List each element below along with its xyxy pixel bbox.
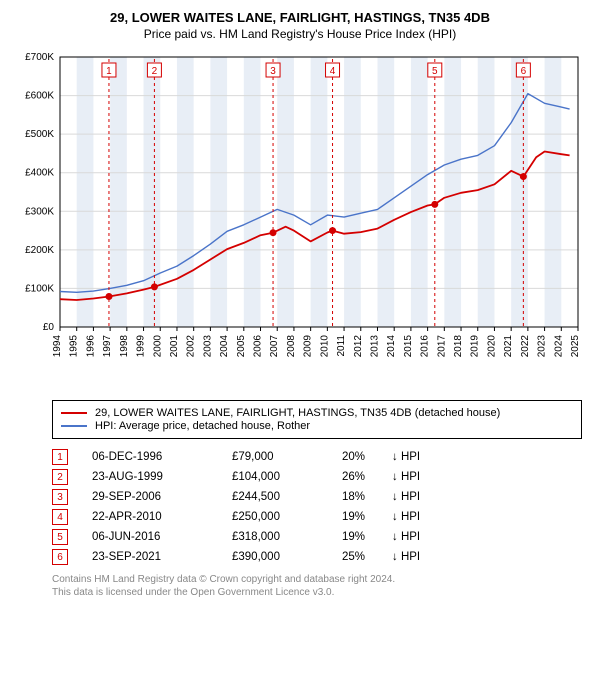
svg-text:2008: 2008 [286, 335, 297, 358]
svg-text:6: 6 [521, 66, 527, 77]
svg-text:2014: 2014 [386, 335, 397, 358]
sale-date: 23-SEP-2021 [92, 551, 232, 563]
svg-text:2000: 2000 [152, 335, 163, 358]
sales-row: 1 06-DEC-1996£79,00020%↓ HPI [52, 447, 582, 467]
svg-text:2003: 2003 [202, 335, 213, 358]
sale-index-box: 2 [52, 469, 68, 485]
svg-text:2015: 2015 [403, 335, 414, 358]
svg-text:2005: 2005 [236, 335, 247, 358]
footnote-line1: Contains HM Land Registry data © Crown c… [52, 573, 582, 586]
sale-index-box: 5 [52, 529, 68, 545]
legend-label: 29, LOWER WAITES LANE, FAIRLIGHT, HASTIN… [95, 407, 500, 419]
svg-text:2019: 2019 [470, 335, 481, 358]
sale-pct: 18% [342, 491, 392, 503]
sale-price: £390,000 [232, 551, 342, 563]
svg-text:£600K: £600K [25, 91, 54, 102]
svg-text:2023: 2023 [537, 335, 548, 358]
svg-text:2022: 2022 [520, 335, 531, 358]
svg-text:5: 5 [432, 66, 438, 77]
svg-text:2020: 2020 [486, 335, 497, 358]
svg-text:2012: 2012 [353, 335, 364, 358]
sales-row: 5 06-JUN-2016£318,00019%↓ HPI [52, 527, 582, 547]
svg-text:2016: 2016 [420, 335, 431, 358]
svg-text:1994: 1994 [52, 335, 63, 358]
svg-text:1995: 1995 [69, 335, 80, 358]
svg-text:2011: 2011 [336, 335, 347, 357]
svg-text:2024: 2024 [553, 335, 564, 358]
sale-pct: 19% [342, 511, 392, 523]
svg-text:2007: 2007 [269, 335, 280, 358]
sale-rel: ↓ HPI [392, 491, 420, 503]
svg-text:1996: 1996 [85, 335, 96, 358]
sale-price: £318,000 [232, 531, 342, 543]
sale-price: £104,000 [232, 471, 342, 483]
sale-pct: 25% [342, 551, 392, 563]
sales-table: 106-DEC-1996£79,00020%↓ HPI223-AUG-1999£… [52, 447, 582, 567]
svg-text:1997: 1997 [102, 335, 113, 358]
svg-text:£700K: £700K [25, 52, 54, 63]
svg-text:2010: 2010 [319, 335, 330, 358]
sales-row: 6 23-SEP-2021£390,00025%↓ HPI [52, 547, 582, 567]
svg-text:2001: 2001 [169, 335, 180, 358]
sales-row: 2 23-AUG-1999£104,00026%↓ HPI [52, 467, 582, 487]
legend: 29, LOWER WAITES LANE, FAIRLIGHT, HASTIN… [52, 400, 582, 439]
sale-date: 06-DEC-1996 [92, 451, 232, 463]
svg-text:2004: 2004 [219, 335, 230, 358]
chart-svg: £0 £100K £200K £300K £400K £500K £600K £700K 199… [10, 47, 590, 387]
sale-pct: 19% [342, 531, 392, 543]
sale-rel: ↓ HPI [392, 471, 420, 483]
sale-index-box: 6 [52, 549, 68, 565]
sale-pct: 26% [342, 471, 392, 483]
svg-text:£400K: £400K [25, 168, 54, 179]
sale-index-box: 3 [52, 489, 68, 505]
svg-text:1998: 1998 [119, 335, 130, 358]
title-sub: Price paid vs. HM Land Registry's House … [10, 27, 590, 41]
svg-text:2021: 2021 [503, 335, 514, 358]
svg-text:2025: 2025 [570, 335, 581, 358]
legend-item: HPI: Average price, detached house, Roth… [61, 420, 573, 432]
svg-text:2006: 2006 [253, 335, 264, 358]
svg-text:2002: 2002 [186, 335, 197, 358]
footnote-line2: This data is licensed under the Open Gov… [52, 586, 582, 599]
sale-date: 06-JUN-2016 [92, 531, 232, 543]
sale-pct: 20% [342, 451, 392, 463]
svg-text:4: 4 [330, 66, 336, 77]
sale-rel: ↓ HPI [392, 511, 420, 523]
sale-index-box: 4 [52, 509, 68, 525]
legend-swatch [61, 412, 87, 414]
svg-text:£500K: £500K [25, 129, 54, 140]
svg-text:3: 3 [270, 66, 276, 77]
sale-date: 23-AUG-1999 [92, 471, 232, 483]
legend-label: HPI: Average price, detached house, Roth… [95, 420, 310, 432]
legend-item: 29, LOWER WAITES LANE, FAIRLIGHT, HASTIN… [61, 407, 573, 419]
chart: £0 £100K £200K £300K £400K £500K £600K £700K 199… [10, 47, 590, 392]
svg-text:1: 1 [106, 66, 112, 77]
svg-text:1999: 1999 [136, 335, 147, 358]
legend-swatch [61, 425, 87, 427]
svg-text:2: 2 [152, 66, 158, 77]
sale-date: 29-SEP-2006 [92, 491, 232, 503]
svg-text:£0: £0 [43, 322, 55, 333]
svg-text:£100K: £100K [25, 283, 54, 294]
sale-rel: ↓ HPI [392, 451, 420, 463]
svg-text:2013: 2013 [369, 335, 380, 358]
sale-price: £79,000 [232, 451, 342, 463]
sale-index-box: 1 [52, 449, 68, 465]
svg-text:£200K: £200K [25, 245, 54, 256]
svg-text:£300K: £300K [25, 206, 54, 217]
sale-price: £244,500 [232, 491, 342, 503]
sale-rel: ↓ HPI [392, 551, 420, 563]
title-main: 29, LOWER WAITES LANE, FAIRLIGHT, HASTIN… [10, 10, 590, 25]
sale-price: £250,000 [232, 511, 342, 523]
sales-row: 4 22-APR-2010£250,00019%↓ HPI [52, 507, 582, 527]
footnote: Contains HM Land Registry data © Crown c… [52, 573, 582, 599]
svg-text:2018: 2018 [453, 335, 464, 358]
svg-text:2017: 2017 [436, 335, 447, 358]
sale-rel: ↓ HPI [392, 531, 420, 543]
svg-text:2009: 2009 [303, 335, 314, 358]
sales-row: 3 29-SEP-2006£244,50018%↓ HPI [52, 487, 582, 507]
sale-date: 22-APR-2010 [92, 511, 232, 523]
